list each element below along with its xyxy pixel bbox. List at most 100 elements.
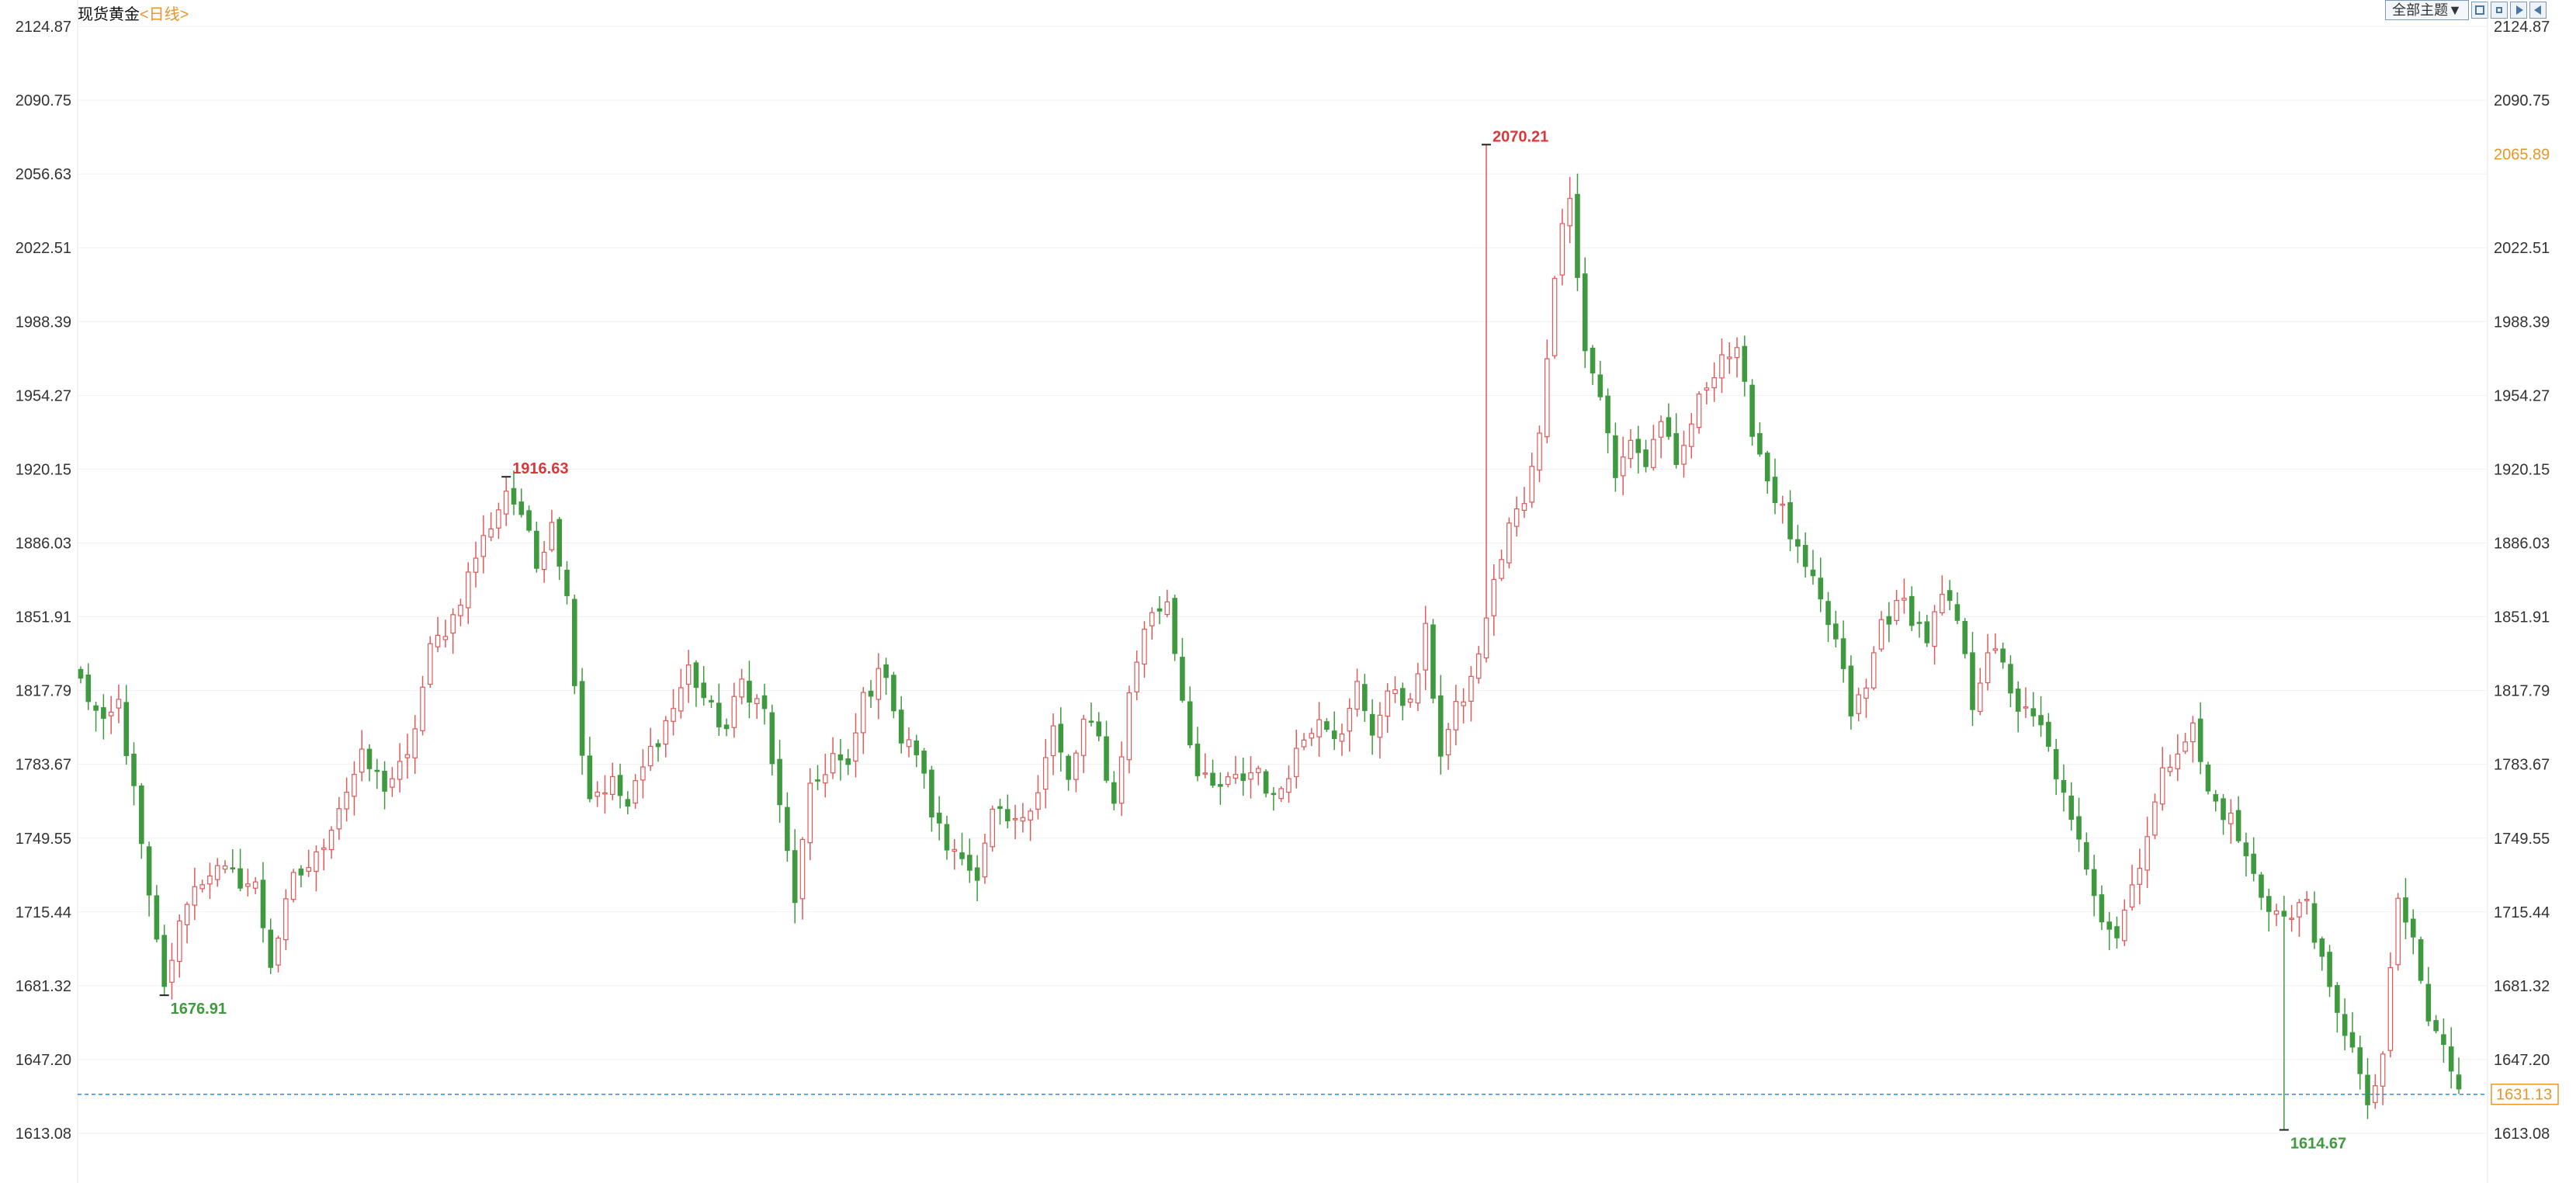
candle-body [2311, 903, 2318, 943]
candle-body [116, 699, 122, 709]
candle-body [2395, 897, 2401, 966]
candle-body [146, 846, 152, 896]
candle-body [731, 696, 737, 728]
candle-body [1545, 358, 1550, 438]
candle-body [511, 487, 517, 505]
candle-body [1142, 628, 1147, 665]
candle-body [2281, 911, 2287, 917]
candle-body [549, 522, 555, 550]
candle-body [1772, 477, 1778, 504]
candle-body [1104, 736, 1109, 781]
candle-body [2349, 1032, 2356, 1048]
candle-body [199, 884, 205, 890]
instrument-name: 现货黄金 [78, 6, 140, 23]
back-icon[interactable] [2529, 2, 2547, 19]
candle-body [1681, 445, 1687, 465]
y-tick-label-right: 2022.51 [2494, 240, 2550, 257]
candle-body [2297, 902, 2302, 918]
candle-body [1058, 723, 1064, 753]
candle-body [1028, 810, 1033, 820]
candle-body [1954, 604, 1961, 621]
candle-body [1962, 620, 1968, 654]
candle-body [769, 712, 775, 765]
candle-body [344, 792, 349, 810]
candle-body [1886, 616, 1892, 625]
candle-body [442, 636, 449, 640]
candle-body [1924, 621, 1930, 644]
candle-body [283, 898, 289, 941]
play-icon[interactable] [2510, 2, 2527, 19]
candle-body [845, 758, 851, 765]
candle-body [990, 808, 995, 848]
zoom-in-icon[interactable] [2471, 2, 2488, 19]
candle-body [693, 662, 699, 689]
period-label[interactable]: <日线> [140, 6, 189, 23]
candle-body [1704, 387, 1710, 391]
zoom-out-icon[interactable] [2491, 2, 2508, 19]
theme-dropdown-button[interactable]: 全部主题▼ [2385, 0, 2469, 20]
candle-body [1590, 347, 1596, 374]
candle-body [1666, 417, 1672, 437]
candle-body [534, 530, 539, 569]
candle-body [1878, 619, 1884, 650]
candle-body [139, 785, 144, 845]
candle-body [374, 769, 380, 772]
low-annotation: 1676.91 [171, 1001, 227, 1018]
candle-body [85, 675, 92, 703]
candle-body [2129, 884, 2135, 907]
candle-body [1567, 198, 1572, 227]
candle-body [1263, 771, 1269, 794]
candle-body [382, 770, 387, 792]
candle-body [1537, 432, 1542, 471]
candle-body [1764, 453, 1770, 481]
candle-body [276, 937, 281, 966]
candle-body [1316, 719, 1322, 737]
candle-body [898, 709, 904, 744]
candle-body [390, 778, 395, 788]
candle-body [214, 865, 220, 880]
candle-body [1286, 778, 1291, 793]
candle-body [2228, 812, 2234, 824]
candle-body [1240, 773, 1246, 782]
candle-body [2205, 765, 2211, 792]
candle-body [2221, 798, 2226, 820]
candle-body [1233, 774, 1239, 779]
candle-body [723, 724, 730, 730]
candle-body [1202, 772, 1208, 775]
candle-body [663, 720, 669, 745]
candle-body [1780, 503, 1786, 506]
candle-body [860, 692, 866, 734]
candle-body [2023, 706, 2029, 709]
candle-body [1551, 278, 1558, 356]
candle-body [366, 748, 373, 769]
candle-body [602, 792, 608, 795]
candle-body [2327, 952, 2332, 987]
candle-body [1506, 522, 1512, 564]
candle-body [1840, 638, 1846, 669]
candle-body [921, 751, 927, 774]
candle-body [587, 755, 593, 800]
candle-body [1635, 439, 1642, 453]
y-tick-label-right: 2124.87 [2494, 19, 2550, 36]
candle-body [1385, 690, 1391, 717]
y-tick-label-left: 2022.51 [16, 240, 71, 257]
y-tick-label-left: 2124.87 [16, 19, 71, 36]
candle-body [1080, 718, 1087, 756]
candle-body [526, 510, 532, 531]
candle-body [2144, 836, 2150, 871]
candle-body [2319, 938, 2325, 957]
candle-body [1149, 612, 1155, 626]
candle-body [1613, 435, 1618, 478]
candle-body [496, 509, 501, 529]
candle-body [352, 773, 357, 797]
candle-body [815, 779, 820, 782]
candle-body [959, 852, 965, 859]
candle-body [1377, 714, 1383, 738]
y-tick-label-left: 1783.67 [16, 757, 71, 774]
candle-body [184, 904, 190, 925]
y-tick-label-left: 2090.75 [16, 92, 71, 109]
candle-body [572, 598, 577, 686]
candle-body [154, 895, 160, 940]
y-tick-label-left: 1749.55 [16, 831, 71, 848]
